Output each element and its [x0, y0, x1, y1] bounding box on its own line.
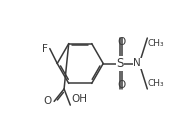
Text: OH: OH: [71, 94, 87, 104]
Text: N: N: [133, 59, 141, 68]
Text: S: S: [116, 57, 124, 70]
Text: O: O: [43, 96, 51, 106]
Text: CH₃: CH₃: [148, 39, 165, 48]
Text: O: O: [118, 80, 126, 90]
Text: CH₃: CH₃: [148, 79, 165, 88]
Text: F: F: [42, 44, 48, 54]
Text: O: O: [118, 37, 126, 47]
